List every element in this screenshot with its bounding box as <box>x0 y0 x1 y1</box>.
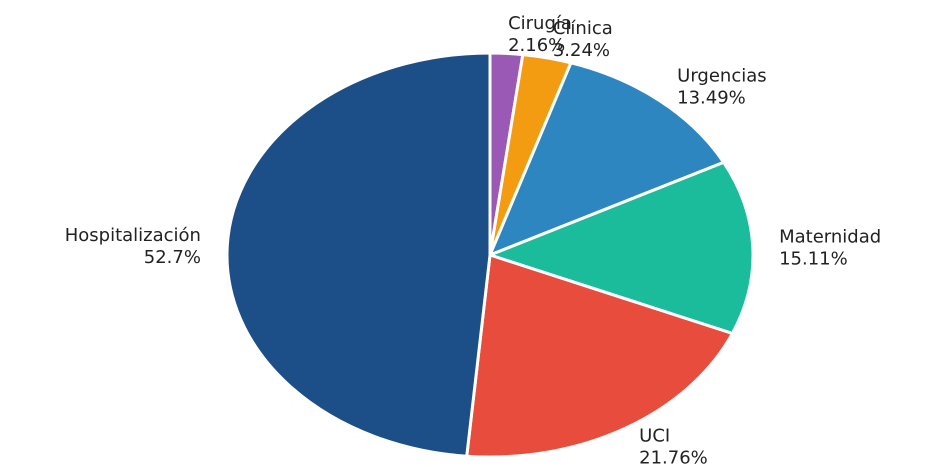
pie-slice <box>465 253 735 459</box>
slice-value-label: 15.11% <box>779 248 848 269</box>
pie-slice <box>485 160 755 336</box>
slice-value-label: 21.76% <box>639 447 708 467</box>
slice-label: Cirugía <box>508 13 572 34</box>
pie-slice <box>225 51 492 458</box>
slice-label: UCI <box>639 425 670 446</box>
slice-value-label: 2.16% <box>508 35 565 56</box>
slice-value-label: 52.7% <box>144 247 201 268</box>
slice-value-label: 13.49% <box>677 88 746 109</box>
slice-label: Clínica <box>553 18 613 39</box>
pie-slice <box>487 61 726 258</box>
slice-label: Maternidad <box>779 226 881 247</box>
slice-label: Urgencias <box>677 66 766 87</box>
slice-label: Hospitalización <box>65 225 201 246</box>
slice-value-label: 3.24% <box>553 40 610 61</box>
